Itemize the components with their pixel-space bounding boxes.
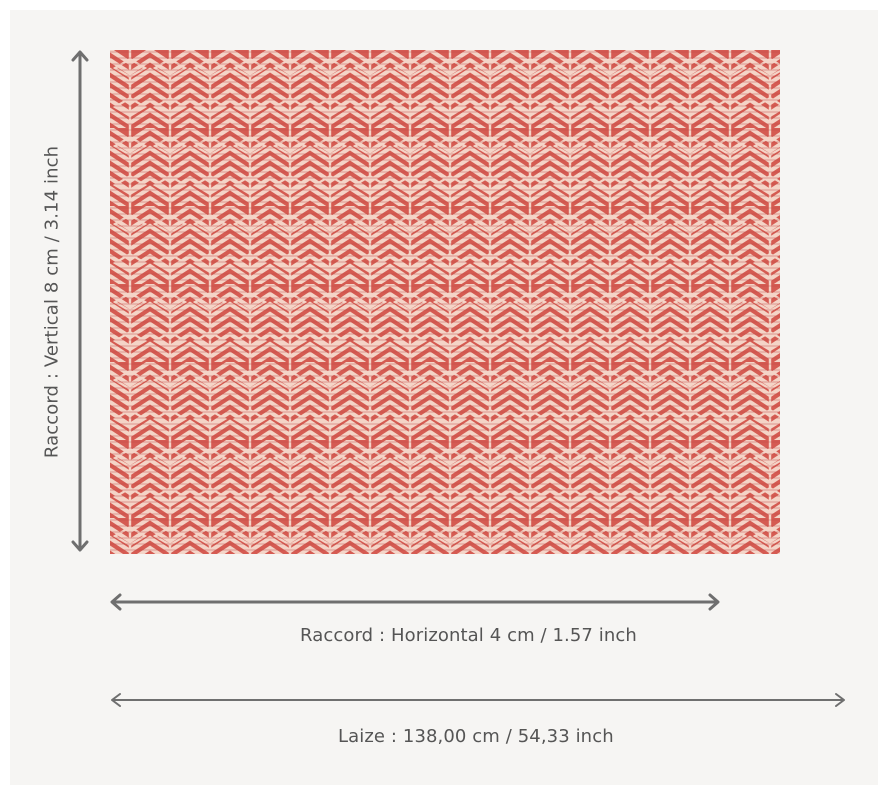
- vertical-repeat-label: Raccord : Vertical 8 cm / 3.14 inch: [41, 145, 63, 459]
- horizontal-repeat-label: Raccord : Horizontal 4 cm / 1.57 inch: [300, 625, 637, 646]
- vertical-double-arrow-icon: [71, 50, 89, 552]
- geometric-zigzag-fabric-pattern: [110, 50, 780, 554]
- horizontal-double-arrow-icon: [110, 593, 720, 611]
- fabric-swatch-image: [110, 50, 780, 554]
- width-double-arrow-icon: [111, 693, 845, 707]
- fabric-width-label: Laize : 138,00 cm / 54,33 inch: [338, 726, 614, 747]
